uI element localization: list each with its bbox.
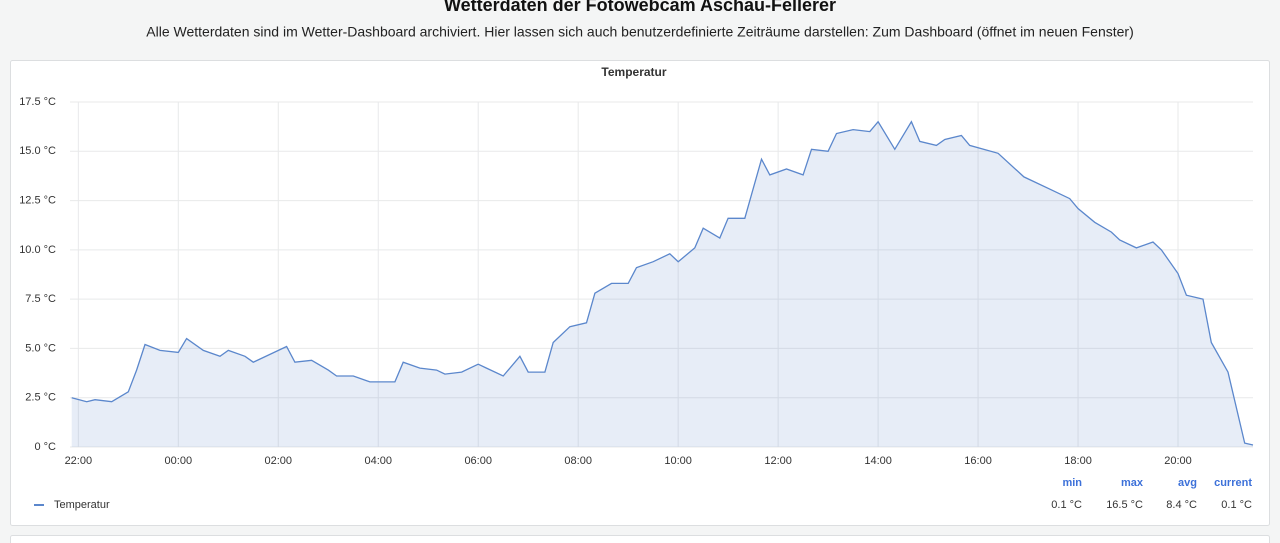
x-tick-label: 10:00: [664, 455, 692, 467]
y-tick-label: 2.5 °C: [25, 392, 56, 404]
area: [71, 121, 1254, 447]
line: [71, 120, 1254, 446]
x-tick-label: 08:00: [564, 455, 592, 467]
legend-stat-header: max: [1121, 477, 1144, 489]
panel-title: Temperatur: [601, 65, 666, 79]
legend-stat-value: 8.4 °C: [1166, 499, 1197, 511]
x-tick-label: 12:00: [764, 455, 792, 467]
panel: [10, 60, 1270, 526]
y-tick-label: 12.5 °C: [19, 194, 56, 206]
legend-label: Temperatur: [54, 499, 110, 511]
x-tick-label: 04:00: [364, 455, 392, 467]
next-panel: [10, 535, 1270, 543]
legend-stat-header: current: [1214, 477, 1252, 489]
x-tick-label: 02:00: [265, 455, 293, 467]
legend-stat-value: 0.1 °C: [1051, 499, 1082, 511]
x-tick-label: 18:00: [1064, 455, 1092, 467]
x-tick-label: 20:00: [1164, 455, 1192, 467]
x-tick-label: 14:00: [864, 455, 892, 467]
y-tick-label: 5.0 °C: [25, 342, 56, 354]
legend-stat-value: 0.1 °C: [1221, 499, 1252, 511]
legend-stat-header: avg: [1178, 477, 1197, 489]
x-tick-label: 22:00: [65, 455, 93, 467]
y-tick-label: 0 °C: [34, 441, 56, 453]
y-tick-label: 7.5 °C: [25, 293, 56, 305]
x-tick-label: 16:00: [964, 455, 992, 467]
x-tick-label: 00:00: [165, 455, 193, 467]
page-title: Wetterdaten der Fotowebcam Aschau-Feller…: [444, 0, 836, 15]
y-tick-label: 10.0 °C: [19, 244, 56, 256]
legend-stat-value: 16.5 °C: [1106, 499, 1143, 511]
legend-stat-header: min: [1062, 477, 1082, 489]
x-tick-label: 06:00: [464, 455, 492, 467]
y-tick-label: 17.5 °C: [19, 96, 56, 108]
y-tick-label: 15.0 °C: [19, 145, 56, 157]
page-subtitle: Alle Wetterdaten sind im Wetter-Dashboar…: [146, 24, 1133, 40]
